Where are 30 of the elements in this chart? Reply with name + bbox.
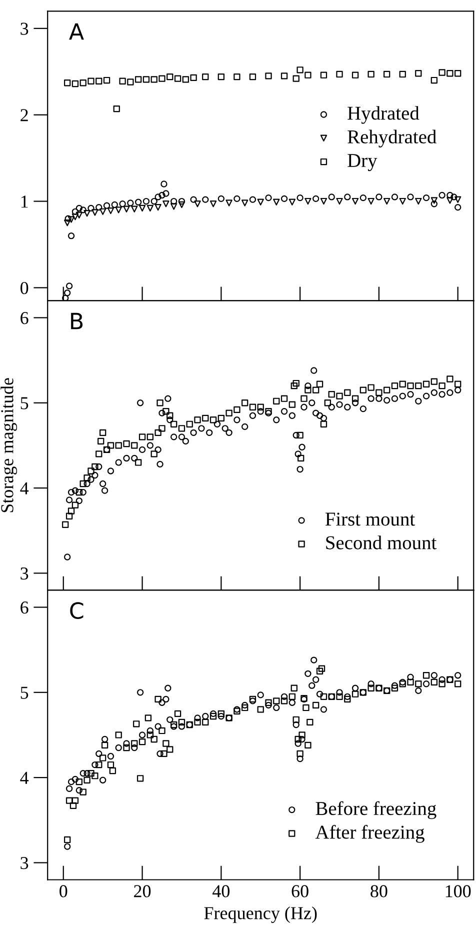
x-tick-label: 80	[370, 885, 388, 898]
x-tick-label: 100	[446, 885, 471, 898]
y-tick-label: 3	[20, 567, 28, 580]
legend-label: Second mount	[326, 536, 437, 550]
x-axis-title: Frequency (Hz)	[204, 906, 317, 923]
y-tick-label: 3	[20, 857, 28, 870]
chart-title: B	[71, 312, 83, 330]
legend-label: After freezing	[315, 824, 424, 843]
legend-label: First mount	[325, 512, 415, 526]
legend-label: Rehydrated	[348, 130, 436, 148]
y-tick-label: 3	[20, 22, 28, 35]
x-tick-label: 40	[212, 885, 230, 898]
legend-label: Before freezing	[316, 801, 436, 820]
y-tick-label: 0	[20, 282, 28, 294]
x-tick-label: 0	[60, 885, 68, 898]
y-tick-label: 6	[20, 602, 28, 614]
y-tick-label: 4	[20, 772, 29, 784]
legend-label: Dry	[348, 154, 378, 172]
y-tick-label: 2	[20, 109, 28, 122]
y-tick-label: 5	[20, 397, 28, 410]
y-tick-label: 5	[20, 686, 28, 699]
y-axis-title: Storage magnitude	[0, 378, 18, 512]
y-tick-label: 6	[20, 312, 28, 324]
x-tick-label: 20	[134, 885, 151, 898]
chart-title: A	[69, 23, 84, 40]
legend-label: Hydrated	[348, 106, 420, 124]
x-tick-label: 60	[292, 885, 308, 898]
y-tick-label: 1	[21, 196, 28, 208]
chart-title: C	[70, 602, 84, 619]
y-tick-label: 4	[20, 482, 29, 494]
